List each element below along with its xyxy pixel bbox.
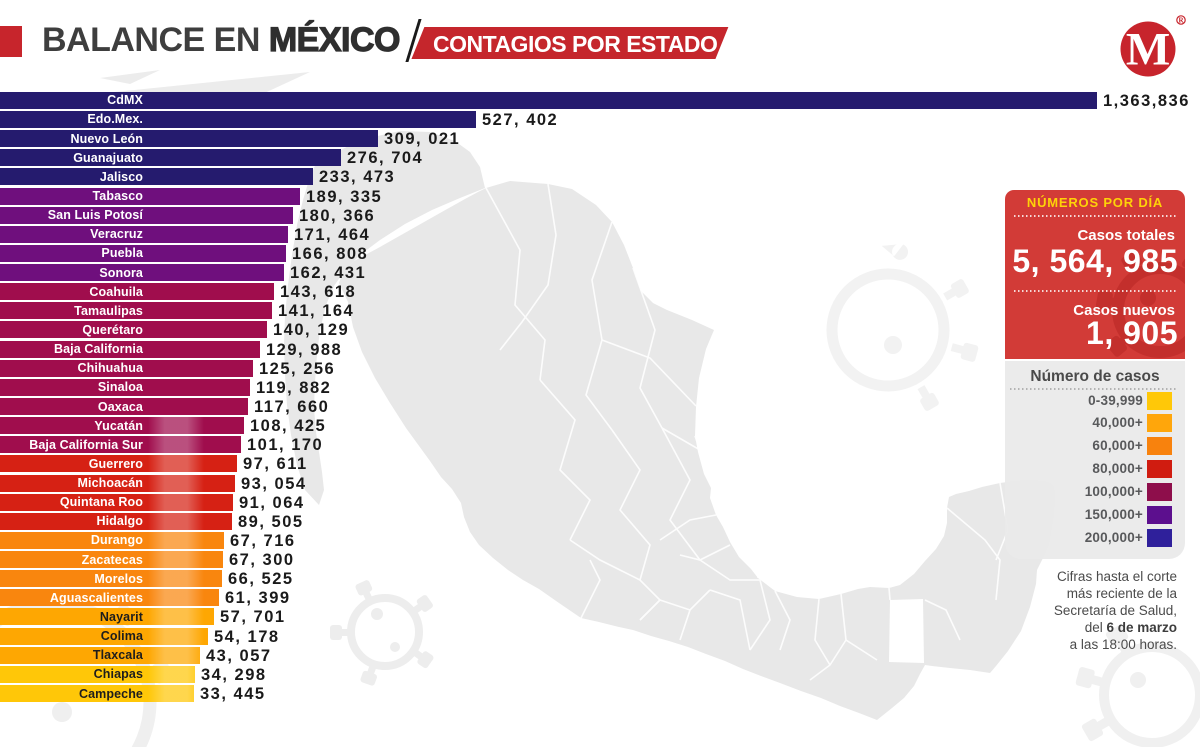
- svg-text:M: M: [1126, 24, 1170, 76]
- svg-text:R: R: [1178, 17, 1184, 25]
